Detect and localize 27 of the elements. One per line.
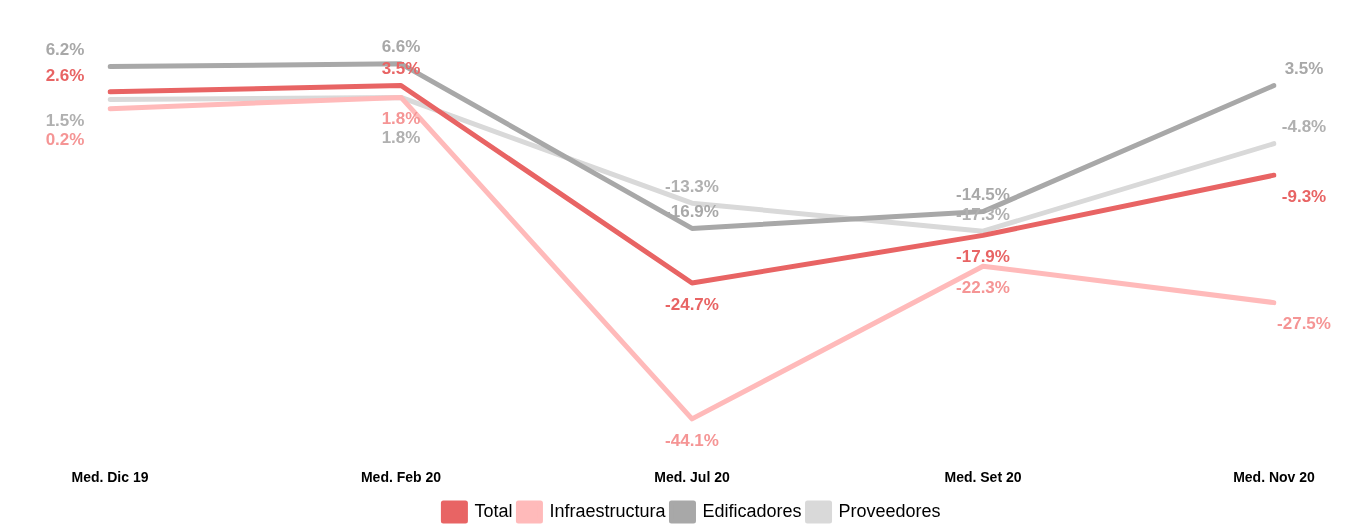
data-label: 6.6% [381,37,421,57]
x-tick-label: Med. Feb 20 [360,469,442,486]
legend-label: Proveedores [838,500,941,521]
data-label: -13.3% [665,176,719,196]
data-label: -4.8% [1281,117,1327,137]
data-label: -44.1% [665,430,719,450]
data-label: 1.5% [45,111,85,131]
legend-label: Infraestructura [549,500,667,521]
x-tick-label: Med. Dic 19 [71,469,149,486]
data-label: -17.9% [956,247,1010,267]
data-label: -16.9% [665,202,719,222]
data-label: -14.5% [956,185,1010,205]
data-label: -24.7% [665,294,719,314]
data-label: -27.5% [1277,314,1331,334]
data-label: 1.8% [381,109,421,129]
data-label: 3.5% [1284,59,1324,79]
data-label: 1.8% [381,128,421,148]
x-tick-label: Med. Set 20 [944,469,1022,486]
legend-label: Total [474,500,513,521]
legend-label: Edificadores [702,500,802,521]
data-label: 6.2% [45,40,85,60]
x-tick-label: Med. Nov 20 [1233,469,1316,486]
data-label: -9.3% [1281,186,1327,206]
data-label: 0.2% [45,130,85,150]
x-tick-label: Med. Jul 20 [654,469,730,486]
data-label: 2.6% [45,65,85,85]
data-label: -22.3% [956,277,1010,297]
